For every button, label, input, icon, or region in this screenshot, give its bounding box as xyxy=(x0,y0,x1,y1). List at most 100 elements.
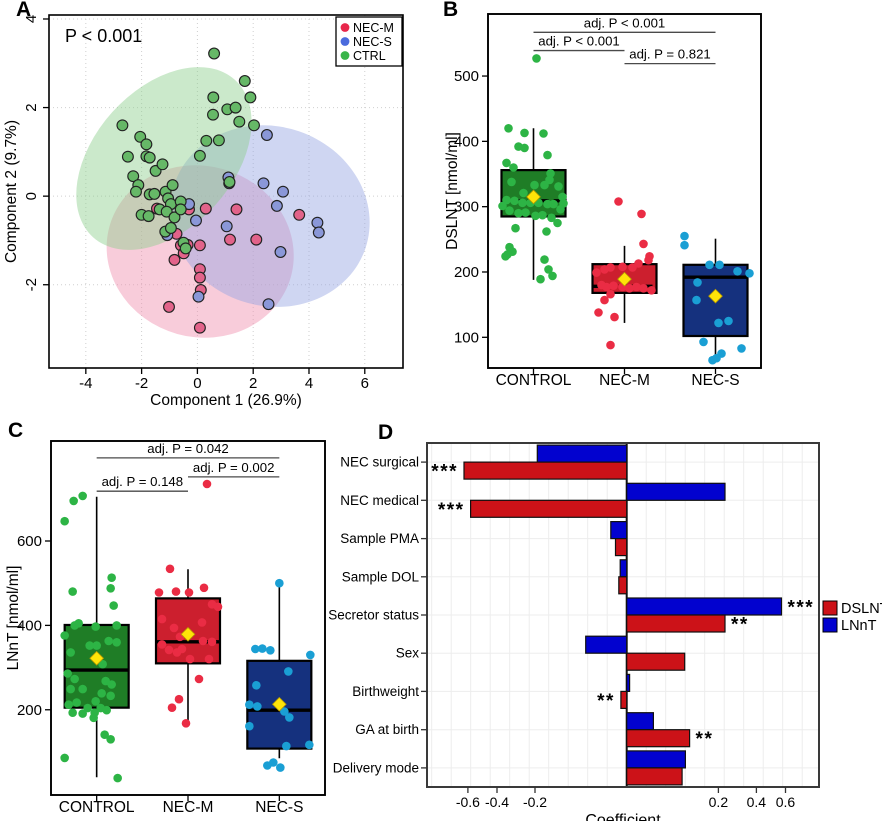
y-axis-title: DSLNT [nmol/ml] xyxy=(444,132,461,250)
nec-s-data-point xyxy=(260,129,273,141)
jitter-point xyxy=(542,227,551,236)
jitter-point xyxy=(258,644,267,653)
jitter-point xyxy=(699,337,708,347)
ctrl-data-point xyxy=(156,158,169,171)
jitter-point xyxy=(639,284,648,293)
jitter-point xyxy=(213,602,223,612)
nec-s-data-point xyxy=(274,246,287,258)
jitter-point xyxy=(715,260,724,270)
jitter-point xyxy=(606,289,615,299)
ctrl-data-point xyxy=(164,222,177,234)
ctrl-data-point xyxy=(212,134,225,147)
category-label: Secretor status xyxy=(328,608,419,623)
y-tick-label: -2 xyxy=(23,278,40,291)
jitter-point xyxy=(708,355,717,365)
jitter-point xyxy=(106,691,115,701)
jitter-point xyxy=(520,143,529,153)
jitter-point xyxy=(157,640,167,649)
dslnt-bar xyxy=(626,729,691,748)
panel-d-coefficient-bars: D *** *** *** ** ** ** -0.6 -0.4 -0.2 0.2 0.4 0.6 NE… xyxy=(328,415,882,821)
y-tick-label: 400 xyxy=(454,133,479,150)
ctrl-data-point xyxy=(248,119,260,132)
mean-diamond xyxy=(89,650,105,666)
x-tick-label: 0.4 xyxy=(747,794,767,810)
category-label: NEC-S xyxy=(691,372,739,389)
significance-label: adj. P < 0.001 xyxy=(538,34,620,49)
jitter-point xyxy=(102,705,111,715)
jitter-point xyxy=(553,218,562,228)
significance-label: adj. P = 0.002 xyxy=(193,460,275,475)
jitter-point xyxy=(502,158,511,168)
jitter-point xyxy=(83,703,92,713)
jitter-point xyxy=(181,719,191,728)
jitter-point xyxy=(100,730,109,739)
mean-diamond xyxy=(180,626,196,642)
lnnt-bar xyxy=(626,482,726,501)
mean-diamond xyxy=(617,271,632,287)
jitter-point xyxy=(714,318,723,328)
jitter-point xyxy=(501,251,510,261)
jitter-point xyxy=(532,54,541,63)
sig-stars: *** xyxy=(431,462,458,483)
jitter-point xyxy=(543,199,552,209)
legend-label: LNnT xyxy=(841,618,877,634)
y-axis-title: Component 2 (9.7%) xyxy=(3,120,20,263)
legend-dot xyxy=(340,37,350,46)
jitter-point xyxy=(558,192,567,202)
ctrl-data-point xyxy=(142,210,155,223)
ctrl-data-point xyxy=(244,91,257,104)
nec-s-data-point xyxy=(190,214,202,227)
lnnt-bar xyxy=(626,750,686,769)
jitter-point xyxy=(680,240,689,250)
jitter-point xyxy=(507,177,516,187)
coefficient-bars-svg: ***************-0.6 -0.4 -0.2 0.2 0.4 0.6NEC … xyxy=(328,442,882,821)
lnnt-bar xyxy=(626,673,631,692)
jitter-point xyxy=(197,618,207,627)
jitter-point xyxy=(498,201,507,211)
nec-s-data-point xyxy=(311,216,324,229)
jitter-point xyxy=(66,684,75,694)
jitter-point xyxy=(680,231,689,241)
jitter-point xyxy=(70,674,79,684)
lnnt-bar xyxy=(619,559,628,578)
dslnt-bar xyxy=(618,576,628,595)
lnnt-bar xyxy=(626,712,654,731)
legend-dot xyxy=(340,51,350,60)
jitter-point xyxy=(72,698,81,707)
jitter-point xyxy=(282,741,291,751)
x-axis-title: Coefficient xyxy=(585,812,661,821)
jitter-point xyxy=(639,239,648,249)
x-tick-label: 0.2 xyxy=(709,794,729,810)
nec-s-data-point xyxy=(262,298,275,311)
lnnt-boxplot-svg: adj. P = 0.042 adj. P = 0.002 adj. P = 0.1… xyxy=(5,440,326,816)
jitter-point xyxy=(112,621,121,630)
jitter-point xyxy=(594,308,603,317)
jitter-point xyxy=(68,587,77,596)
ctrl-data-point xyxy=(174,203,187,216)
x-tick-label: 2 xyxy=(249,375,257,392)
y-tick-label: 4 xyxy=(23,15,40,23)
nec-m-data-point xyxy=(168,253,181,266)
lnnt-bar xyxy=(536,444,628,463)
jitter-point xyxy=(539,129,548,138)
mean-diamond xyxy=(708,288,723,304)
jitter-point xyxy=(625,284,634,293)
jitter-point xyxy=(198,636,208,646)
lnnt-bar xyxy=(626,597,783,616)
jitter-point xyxy=(60,631,69,640)
nec-s-data-point xyxy=(220,220,233,233)
legend-swatch xyxy=(822,617,838,633)
dslnt-bar xyxy=(626,614,726,633)
jitter-point xyxy=(263,761,272,770)
y-tick-label: 600 xyxy=(17,533,42,550)
legend-label: CTRL xyxy=(353,49,386,63)
jitter-point xyxy=(609,281,618,291)
y-tick-label: 500 xyxy=(454,68,479,85)
x-axis-title: Component 1 (26.9%) xyxy=(150,392,302,409)
jitter-point xyxy=(104,636,113,646)
y-tick-label: 200 xyxy=(17,702,42,719)
category-label: Sample DOL xyxy=(342,569,420,584)
sig-stars: ** xyxy=(696,729,714,750)
jitter-point xyxy=(174,694,184,704)
